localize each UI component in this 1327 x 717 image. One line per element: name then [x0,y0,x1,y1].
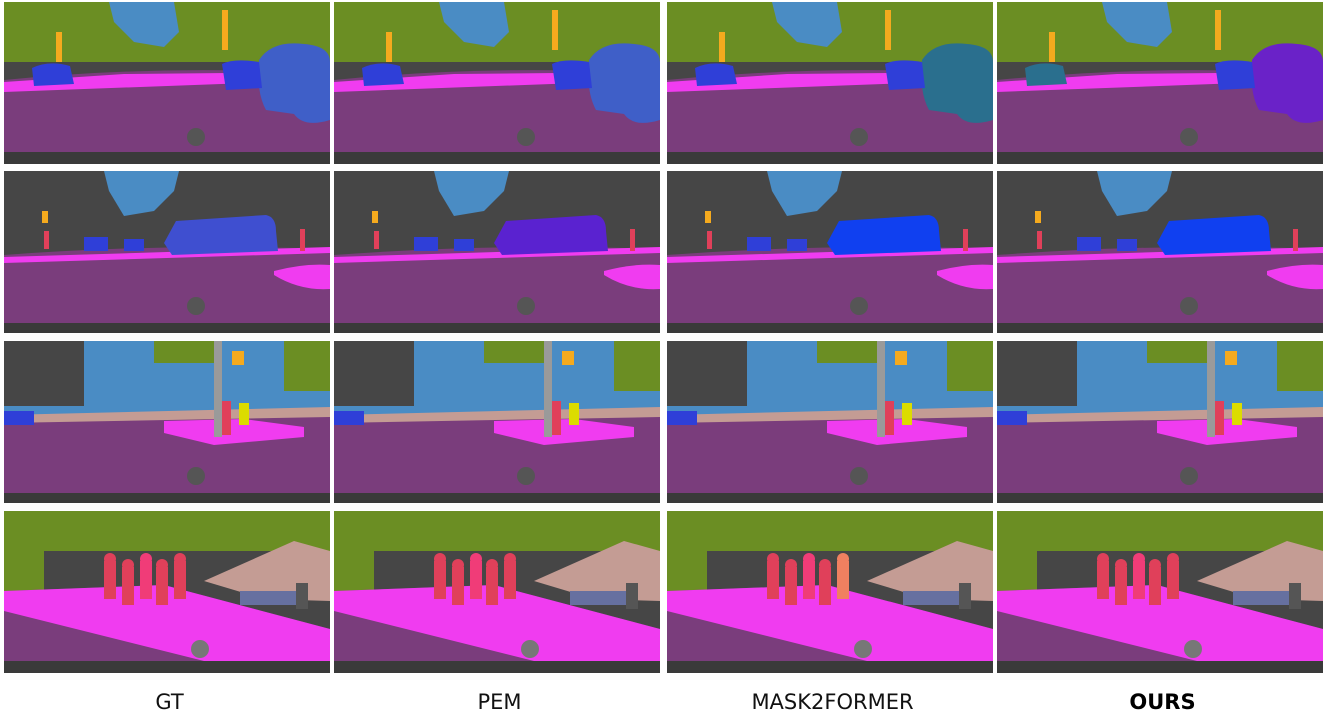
panel-r1-c4 [997,2,1323,164]
panel-r3-c3 [667,341,993,503]
panel-r1-c3 [667,2,993,164]
panel-r3-c4 [997,341,1323,503]
panel-r4-c1 [4,511,330,673]
panel-r3-c1 [4,341,330,503]
panel-r2-c2 [334,171,660,333]
column-label-3: MASK2FORMER [751,690,914,714]
segmentation-grid [4,2,1323,673]
panel-r2-c3 [667,171,993,333]
column-label-4: OURS [1129,690,1196,714]
panel-r3-c2 [334,341,660,503]
panel-r4-c2 [334,511,660,673]
column-label-2: PEM [477,690,522,714]
panel-r4-c3 [667,511,993,673]
panel-r1-c1 [4,2,330,164]
panel-r4-c4 [997,511,1323,673]
column-label-1: GT [155,690,184,714]
panel-r1-c2 [334,2,660,164]
panel-r2-c4 [997,171,1323,333]
panel-r2-c1 [4,171,330,333]
